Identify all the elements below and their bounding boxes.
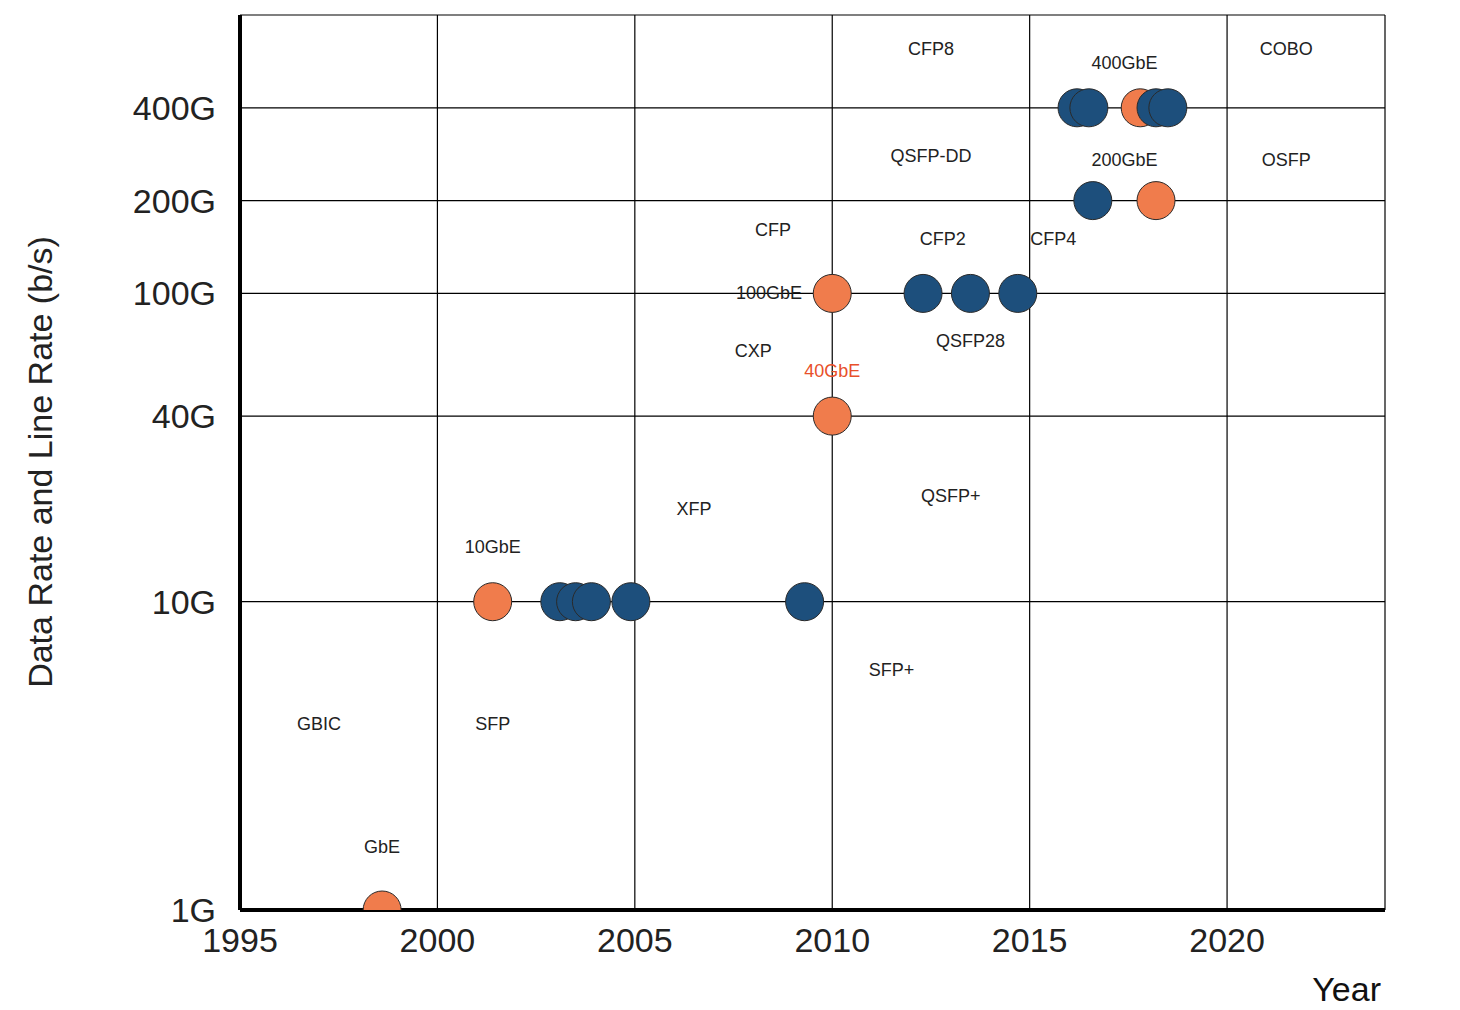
svg-text:CFP: CFP xyxy=(755,220,791,240)
svg-text:10GbE: 10GbE xyxy=(465,537,521,557)
svg-text:200GbE: 200GbE xyxy=(1091,150,1157,170)
svg-text:Year: Year xyxy=(1312,970,1381,1008)
svg-text:QSFP28: QSFP28 xyxy=(936,331,1005,351)
svg-text:1G: 1G xyxy=(171,891,216,929)
svg-text:XFP: XFP xyxy=(677,499,712,519)
svg-text:CFP8: CFP8 xyxy=(908,39,954,59)
svg-text:400G: 400G xyxy=(133,89,216,127)
svg-text:400GbE: 400GbE xyxy=(1091,53,1157,73)
svg-text:CFP4: CFP4 xyxy=(1030,229,1076,249)
svg-text:SFP+: SFP+ xyxy=(869,660,915,680)
svg-text:GbE: GbE xyxy=(364,837,400,857)
svg-text:COBO: COBO xyxy=(1260,39,1313,59)
svg-text:2005: 2005 xyxy=(597,921,673,959)
svg-text:GBIC: GBIC xyxy=(297,714,341,734)
svg-text:CFP2: CFP2 xyxy=(920,229,966,249)
svg-text:40GbE: 40GbE xyxy=(804,361,860,381)
html-text:Data Rate and Line Rate (b/s): Data Rate and Line Rate (b/s) xyxy=(20,236,59,688)
svg-text:2000: 2000 xyxy=(400,921,476,959)
svg-text:QSFP-DD: QSFP-DD xyxy=(890,146,971,166)
svg-text:1995: 1995 xyxy=(202,921,278,960)
svg-text:40G: 40G xyxy=(152,397,216,435)
svg-text:2010: 2010 xyxy=(794,921,870,959)
svg-text:OSFP: OSFP xyxy=(1262,150,1311,170)
svg-text:100G: 100G xyxy=(133,274,216,312)
svg-text:QSFP+: QSFP+ xyxy=(921,486,981,506)
svg-text:200G: 200G xyxy=(133,182,216,220)
svg-text:2020: 2020 xyxy=(1189,921,1265,959)
svg-text:100GbE: 100GbE xyxy=(736,283,802,303)
svg-text:CXP: CXP xyxy=(735,341,772,361)
svg-text:2015: 2015 xyxy=(992,921,1068,959)
svg-text:10G: 10G xyxy=(152,583,216,621)
svg-text:SFP: SFP xyxy=(475,714,510,734)
